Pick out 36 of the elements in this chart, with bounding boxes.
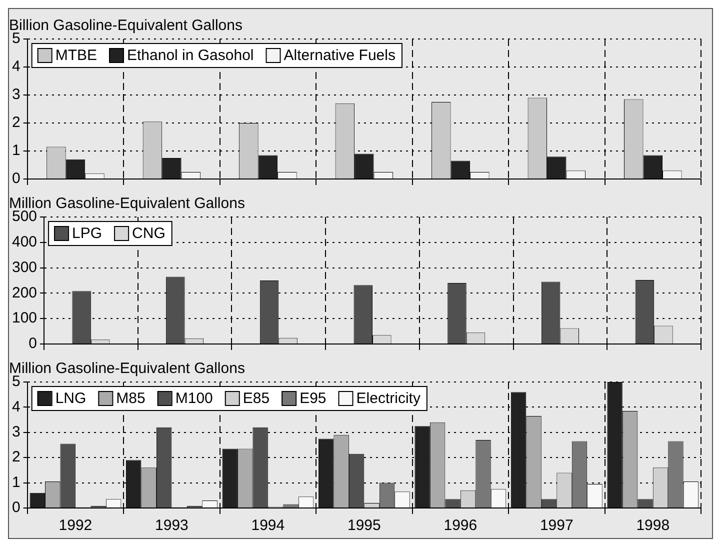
legend-label: Ethanol in Gasohol	[127, 47, 254, 64]
y-tick-label: 1	[12, 474, 20, 491]
x-tick-label: 1996	[444, 517, 478, 534]
y-tick-label: 0	[12, 499, 20, 516]
y-tick-label: 200	[12, 284, 38, 302]
y-tick-label: 3	[12, 424, 20, 441]
y-tick-label: 1	[12, 142, 20, 160]
legend-label: E95	[300, 390, 326, 408]
y-tick-label: 4	[12, 398, 20, 416]
x-tick-label: 1998	[636, 517, 670, 534]
x-tick-label: 1993	[155, 517, 188, 534]
x-tick-label: 1995	[347, 517, 381, 534]
y-tick-label: 2	[12, 448, 20, 466]
y-tick-label: 500	[12, 208, 38, 226]
y-tick-label: 5	[12, 30, 20, 48]
legend-label: Alternative Fuels	[284, 47, 396, 64]
x-tick-label: 1994	[251, 517, 285, 534]
legend-label: CNG	[132, 225, 166, 242]
x-tick-label: 1992	[58, 517, 92, 534]
legend-label: Electricity	[356, 390, 421, 408]
y-tick-label: 400	[12, 234, 38, 251]
y-tick-label: 2	[12, 114, 20, 132]
legend-label: LPG	[72, 225, 102, 242]
y-tick-label: 100	[12, 310, 38, 327]
y-tick-label: 3	[12, 86, 20, 104]
y-tick-label: 0	[28, 335, 38, 352]
legend-label: M100	[175, 390, 213, 408]
y-tick-label: 4	[12, 58, 20, 76]
x-tick-label: 1997	[540, 517, 574, 534]
legend-label: E85	[242, 390, 270, 408]
y-tick-label: 300	[12, 258, 38, 276]
legend-label: M85	[116, 390, 146, 408]
legend-label: LNG	[55, 390, 86, 408]
y-tick-label: 5	[12, 373, 20, 390]
y-tick-label: 0	[12, 170, 20, 188]
legend-label: MTBE	[55, 47, 98, 64]
